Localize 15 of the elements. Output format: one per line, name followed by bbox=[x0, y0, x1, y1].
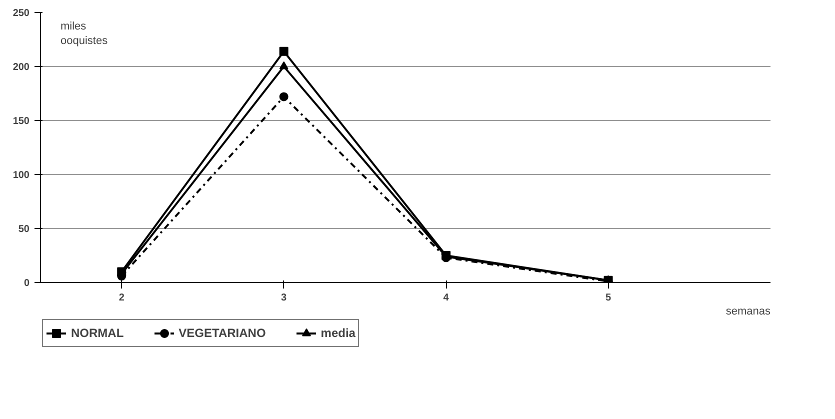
x-tick-label: 4 bbox=[443, 292, 450, 304]
y-tick-label: 50 bbox=[18, 224, 30, 235]
legend-label: VEGETARIANO bbox=[178, 326, 266, 340]
x-tick-label: 3 bbox=[281, 292, 288, 304]
y-axis-title: miles ooquistes bbox=[60, 20, 108, 47]
y-tick-label: 150 bbox=[12, 116, 30, 127]
x-tick-label: 5 bbox=[605, 292, 612, 304]
y-tick-label: 250 bbox=[12, 8, 30, 19]
y-tick-label: 0 bbox=[24, 278, 30, 289]
x-axis-title: semanas bbox=[726, 306, 771, 318]
legend-label: NORMAL bbox=[71, 326, 124, 340]
y-tick-label: 100 bbox=[12, 170, 30, 181]
y-tick-label: 200 bbox=[12, 62, 30, 73]
legend-label: media bbox=[320, 326, 356, 340]
x-tick-label: 2 bbox=[118, 292, 125, 304]
